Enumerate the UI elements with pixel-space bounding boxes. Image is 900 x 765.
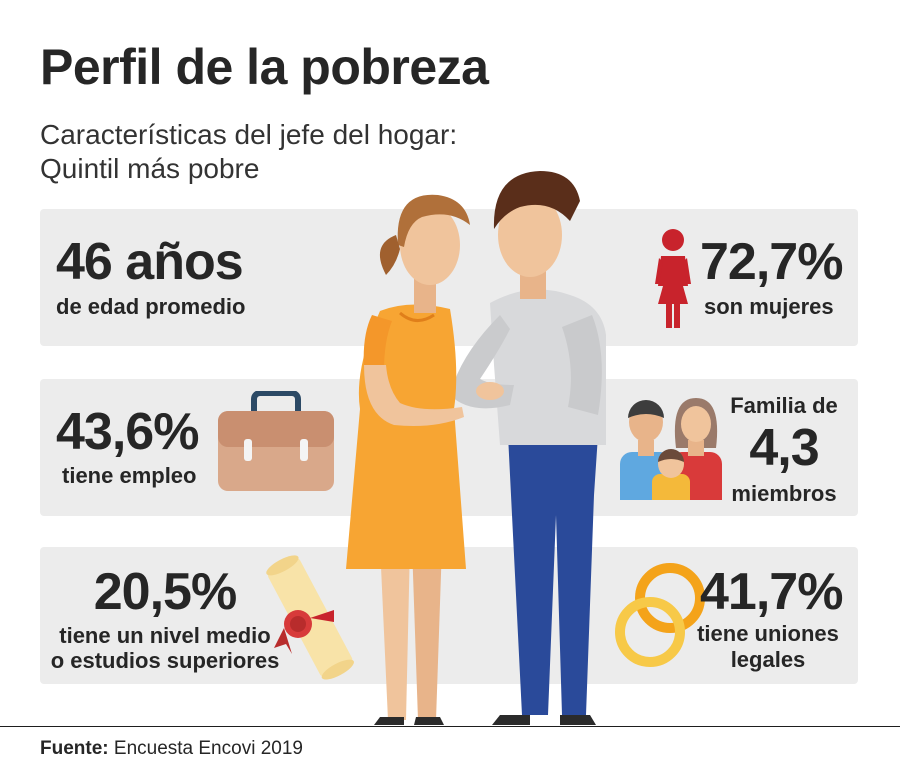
age-value: 46 años [56, 233, 244, 291]
footer-source: Fuente: Encuesta Encovi 2019 [40, 738, 303, 760]
stat-card-row-3 [40, 547, 858, 684]
source-label: Fuente: [40, 738, 109, 759]
employment-value: 43,6% [56, 403, 199, 461]
source-text: Encuesta Encovi 2019 [113, 738, 303, 759]
education-label-line-1: tiene un nivel medio [59, 623, 271, 648]
education-label-line-2: o estudios superiores [50, 648, 280, 673]
diploma-icon [266, 555, 354, 680]
page-subtitle: Características del jefe del hogar: Quin… [40, 118, 457, 186]
unions-label-line-1: tiene uniones [697, 621, 839, 646]
subtitle-line-2: Quintil más pobre [40, 153, 260, 184]
family-label-bottom: miembros [731, 481, 837, 506]
women-value: 72,7% [700, 233, 843, 291]
briefcase-icon [218, 391, 334, 491]
woman-icon [655, 229, 691, 328]
page-title: Perfil de la pobreza [40, 39, 489, 95]
family-icon [620, 398, 722, 500]
age-label: de edad promedio [56, 294, 246, 319]
couple-illustration [346, 171, 606, 725]
unions-value: 41,7% [700, 563, 843, 621]
subtitle-line-1: Características del jefe del hogar: [40, 119, 458, 150]
education-value: 20,5% [93, 563, 237, 621]
family-label-top: Familia de [730, 393, 838, 418]
rings-icon [615, 563, 705, 667]
unions-label-line-2: legales [730, 647, 806, 672]
women-label: son mujeres [704, 294, 834, 319]
footer-divider [0, 726, 900, 727]
family-value: 4,3 [749, 419, 819, 477]
employment-label: tiene empleo [62, 463, 197, 488]
